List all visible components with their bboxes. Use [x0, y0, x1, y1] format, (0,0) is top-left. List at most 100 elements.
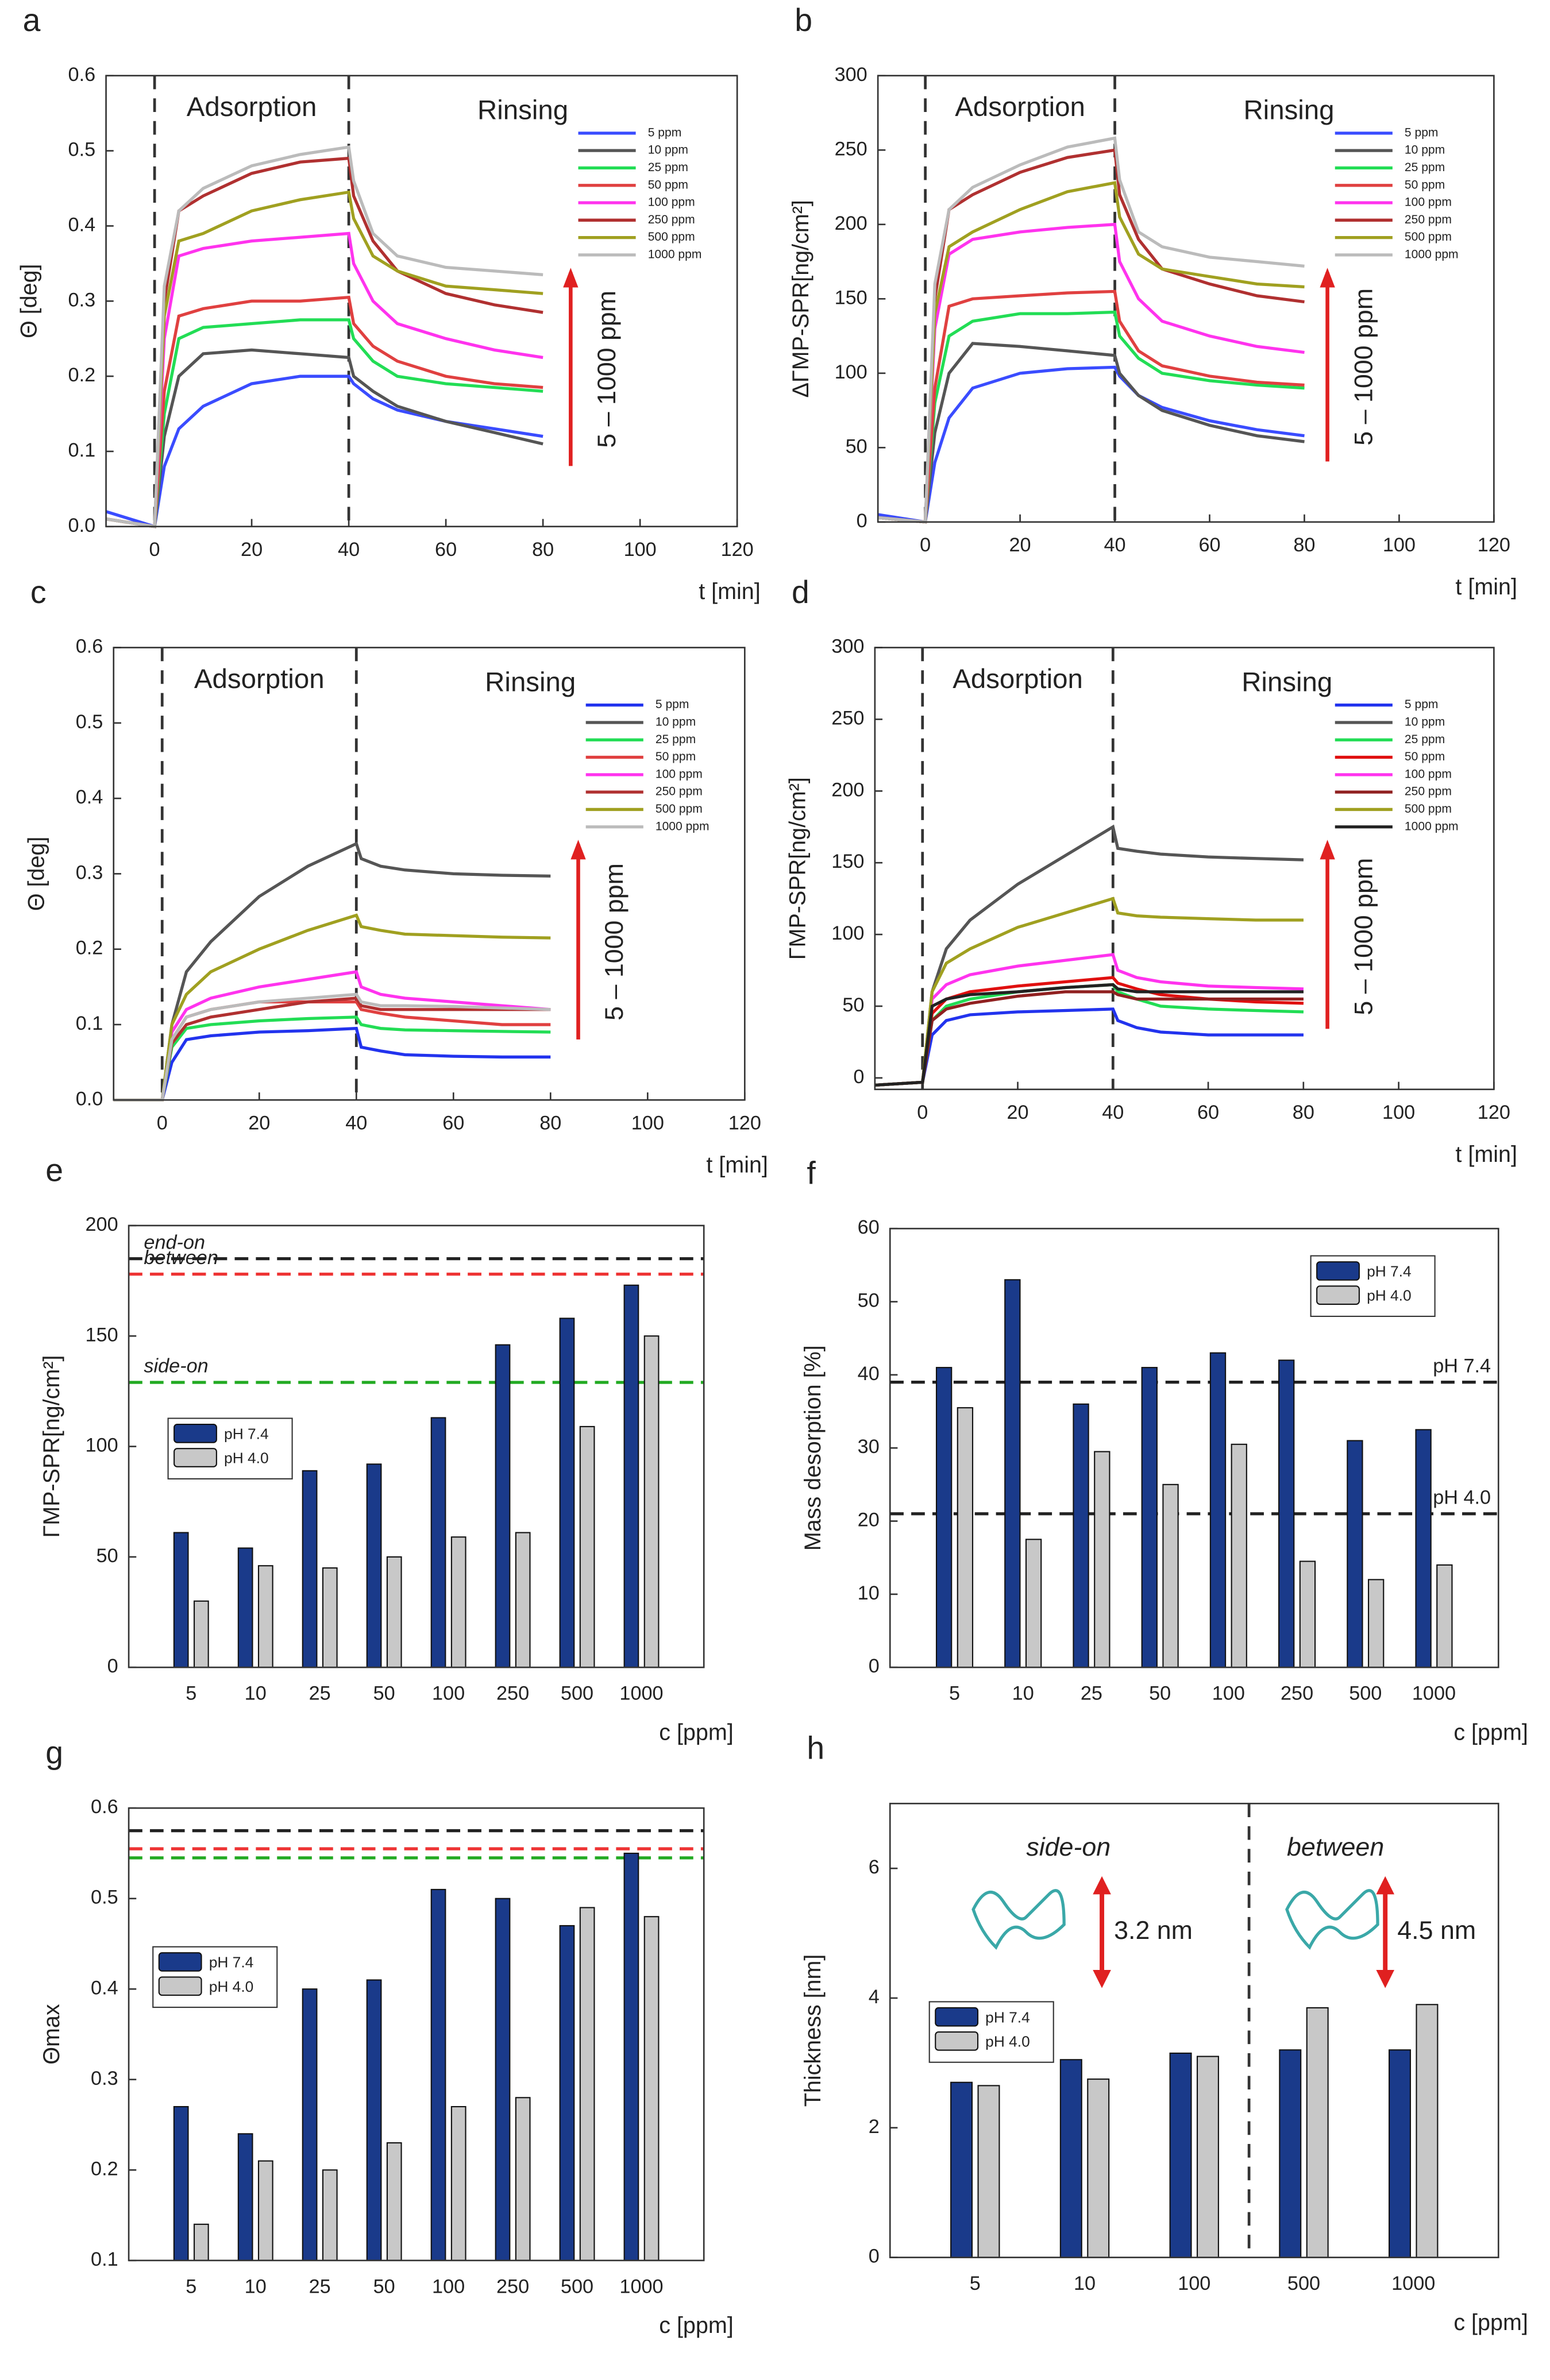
- x-tick-label: 40: [1104, 534, 1125, 556]
- y-tick-label: 0.4: [68, 214, 96, 235]
- x-tick-label: 1000: [1391, 2273, 1435, 2294]
- legend-label: 250 ppm: [1405, 785, 1452, 798]
- bar: [430, 1417, 446, 1668]
- plot-frame: [113, 647, 746, 1101]
- plot-frame: [105, 75, 738, 528]
- annotation: side-on: [1026, 1833, 1111, 1861]
- y-tick-label: 0: [107, 1655, 118, 1677]
- legend-label: 10 ppm: [648, 144, 688, 157]
- x-tick-label: 50: [373, 1683, 395, 1705]
- bar: [237, 1547, 253, 1668]
- bar: [977, 2085, 1000, 2258]
- series-line: [877, 365, 1305, 524]
- legend-label: 25 ppm: [648, 161, 688, 174]
- x-tick-label: 10: [1074, 2273, 1096, 2294]
- x-axis-label: t [min]: [1455, 574, 1517, 600]
- legend-label: pH 4.0: [1367, 1287, 1412, 1304]
- bar: [1094, 1451, 1111, 1668]
- y-tick-label: 0.6: [68, 64, 96, 86]
- y-tick-label: 150: [835, 287, 867, 308]
- legend-label: 500 ppm: [656, 802, 703, 816]
- bar: [237, 2133, 253, 2261]
- y-axis-label: Θ [deg]: [24, 837, 49, 911]
- x-tick-label: 100: [432, 1683, 465, 1705]
- annotation: Adsorption: [194, 664, 325, 694]
- panel-label: c: [30, 574, 47, 610]
- bar: [1073, 1403, 1089, 1668]
- legend-label: 500 ppm: [1405, 230, 1452, 244]
- legend-label: 10 ppm: [656, 716, 696, 729]
- x-tick-label: 0: [149, 539, 160, 561]
- legend-label: 5 ppm: [648, 126, 682, 139]
- bar: [495, 1898, 511, 2261]
- x-tick-label: 40: [338, 539, 360, 561]
- y-tick-label: 100: [86, 1435, 118, 1456]
- legend-label: pH 4.0: [209, 1978, 254, 1995]
- y-tick-label: 30: [858, 1436, 880, 1458]
- legend-label: 250 ppm: [648, 213, 695, 226]
- x-tick-label: 25: [309, 1683, 331, 1705]
- y-axis-label: Θmax: [39, 2004, 64, 2065]
- panel-label: g: [45, 1735, 63, 1771]
- bar: [1141, 1367, 1158, 1668]
- y-tick-label: 50: [97, 1545, 118, 1567]
- bar: [1169, 2052, 1192, 2258]
- series-line: [105, 374, 543, 529]
- reference-label: between: [144, 1247, 218, 1269]
- y-tick-label: 0.4: [76, 786, 103, 808]
- legend-label: 50 ppm: [648, 178, 688, 191]
- x-tick-label: 80: [1293, 1102, 1314, 1123]
- y-tick-label: 100: [831, 922, 864, 944]
- y-tick-label: 0.6: [76, 636, 103, 658]
- bar: [1367, 1579, 1385, 1668]
- bar: [1436, 1564, 1453, 1668]
- x-tick-label: 0: [917, 1102, 928, 1123]
- y-tick-label: 6: [869, 1856, 880, 1878]
- bar: [257, 1565, 273, 1668]
- bar: [515, 2097, 531, 2261]
- bar: [1389, 2049, 1411, 2258]
- x-tick-label: 60: [435, 539, 457, 561]
- y-tick-label: 0.1: [68, 439, 96, 461]
- bar: [173, 2106, 189, 2261]
- bar: [1025, 1539, 1042, 1668]
- series-line: [106, 145, 543, 528]
- series-line: [113, 913, 551, 1102]
- bar: [193, 2223, 209, 2261]
- y-axis-label: ΔΓMP-SPR[ng/cm²]: [788, 200, 813, 397]
- x-axis-label: c [ppm]: [659, 2313, 734, 2338]
- series-line: [874, 1007, 1304, 1087]
- x-tick-label: 500: [561, 1683, 593, 1705]
- bar: [935, 1367, 953, 1668]
- y-tick-label: 0.3: [76, 861, 103, 883]
- x-tick-label: 1000: [619, 1683, 663, 1705]
- bar: [1059, 2059, 1082, 2258]
- legend-label: 100 ppm: [1405, 767, 1452, 781]
- y-tick-label: 0.1: [76, 1013, 103, 1034]
- legend-swatch: [173, 1448, 217, 1467]
- legend-label: pH 7.4: [209, 1954, 254, 1971]
- y-tick-label: 250: [831, 707, 864, 729]
- legend-label: 100 ppm: [656, 767, 703, 781]
- x-tick-label: 250: [496, 2275, 529, 2297]
- arrow-head: [1320, 268, 1335, 288]
- x-tick-label: 250: [1281, 1683, 1313, 1705]
- x-tick-label: 10: [1012, 1683, 1034, 1705]
- annotation: Adsorption: [187, 92, 317, 122]
- bar: [559, 1925, 575, 2261]
- bar: [579, 1907, 595, 2261]
- y-tick-label: 0.2: [68, 364, 96, 386]
- x-tick-label: 60: [442, 1112, 464, 1134]
- bar: [1209, 1352, 1227, 1668]
- plot-frame: [128, 1807, 705, 2262]
- x-tick-label: 50: [373, 2275, 395, 2297]
- series-line: [106, 190, 543, 528]
- legend-label: 25 ppm: [1405, 733, 1445, 746]
- bar: [302, 1470, 318, 1668]
- x-tick-label: 100: [1382, 1102, 1415, 1123]
- y-tick-label: 200: [86, 1214, 118, 1235]
- x-tick-label: 20: [248, 1112, 270, 1134]
- bar: [1415, 1429, 1432, 1668]
